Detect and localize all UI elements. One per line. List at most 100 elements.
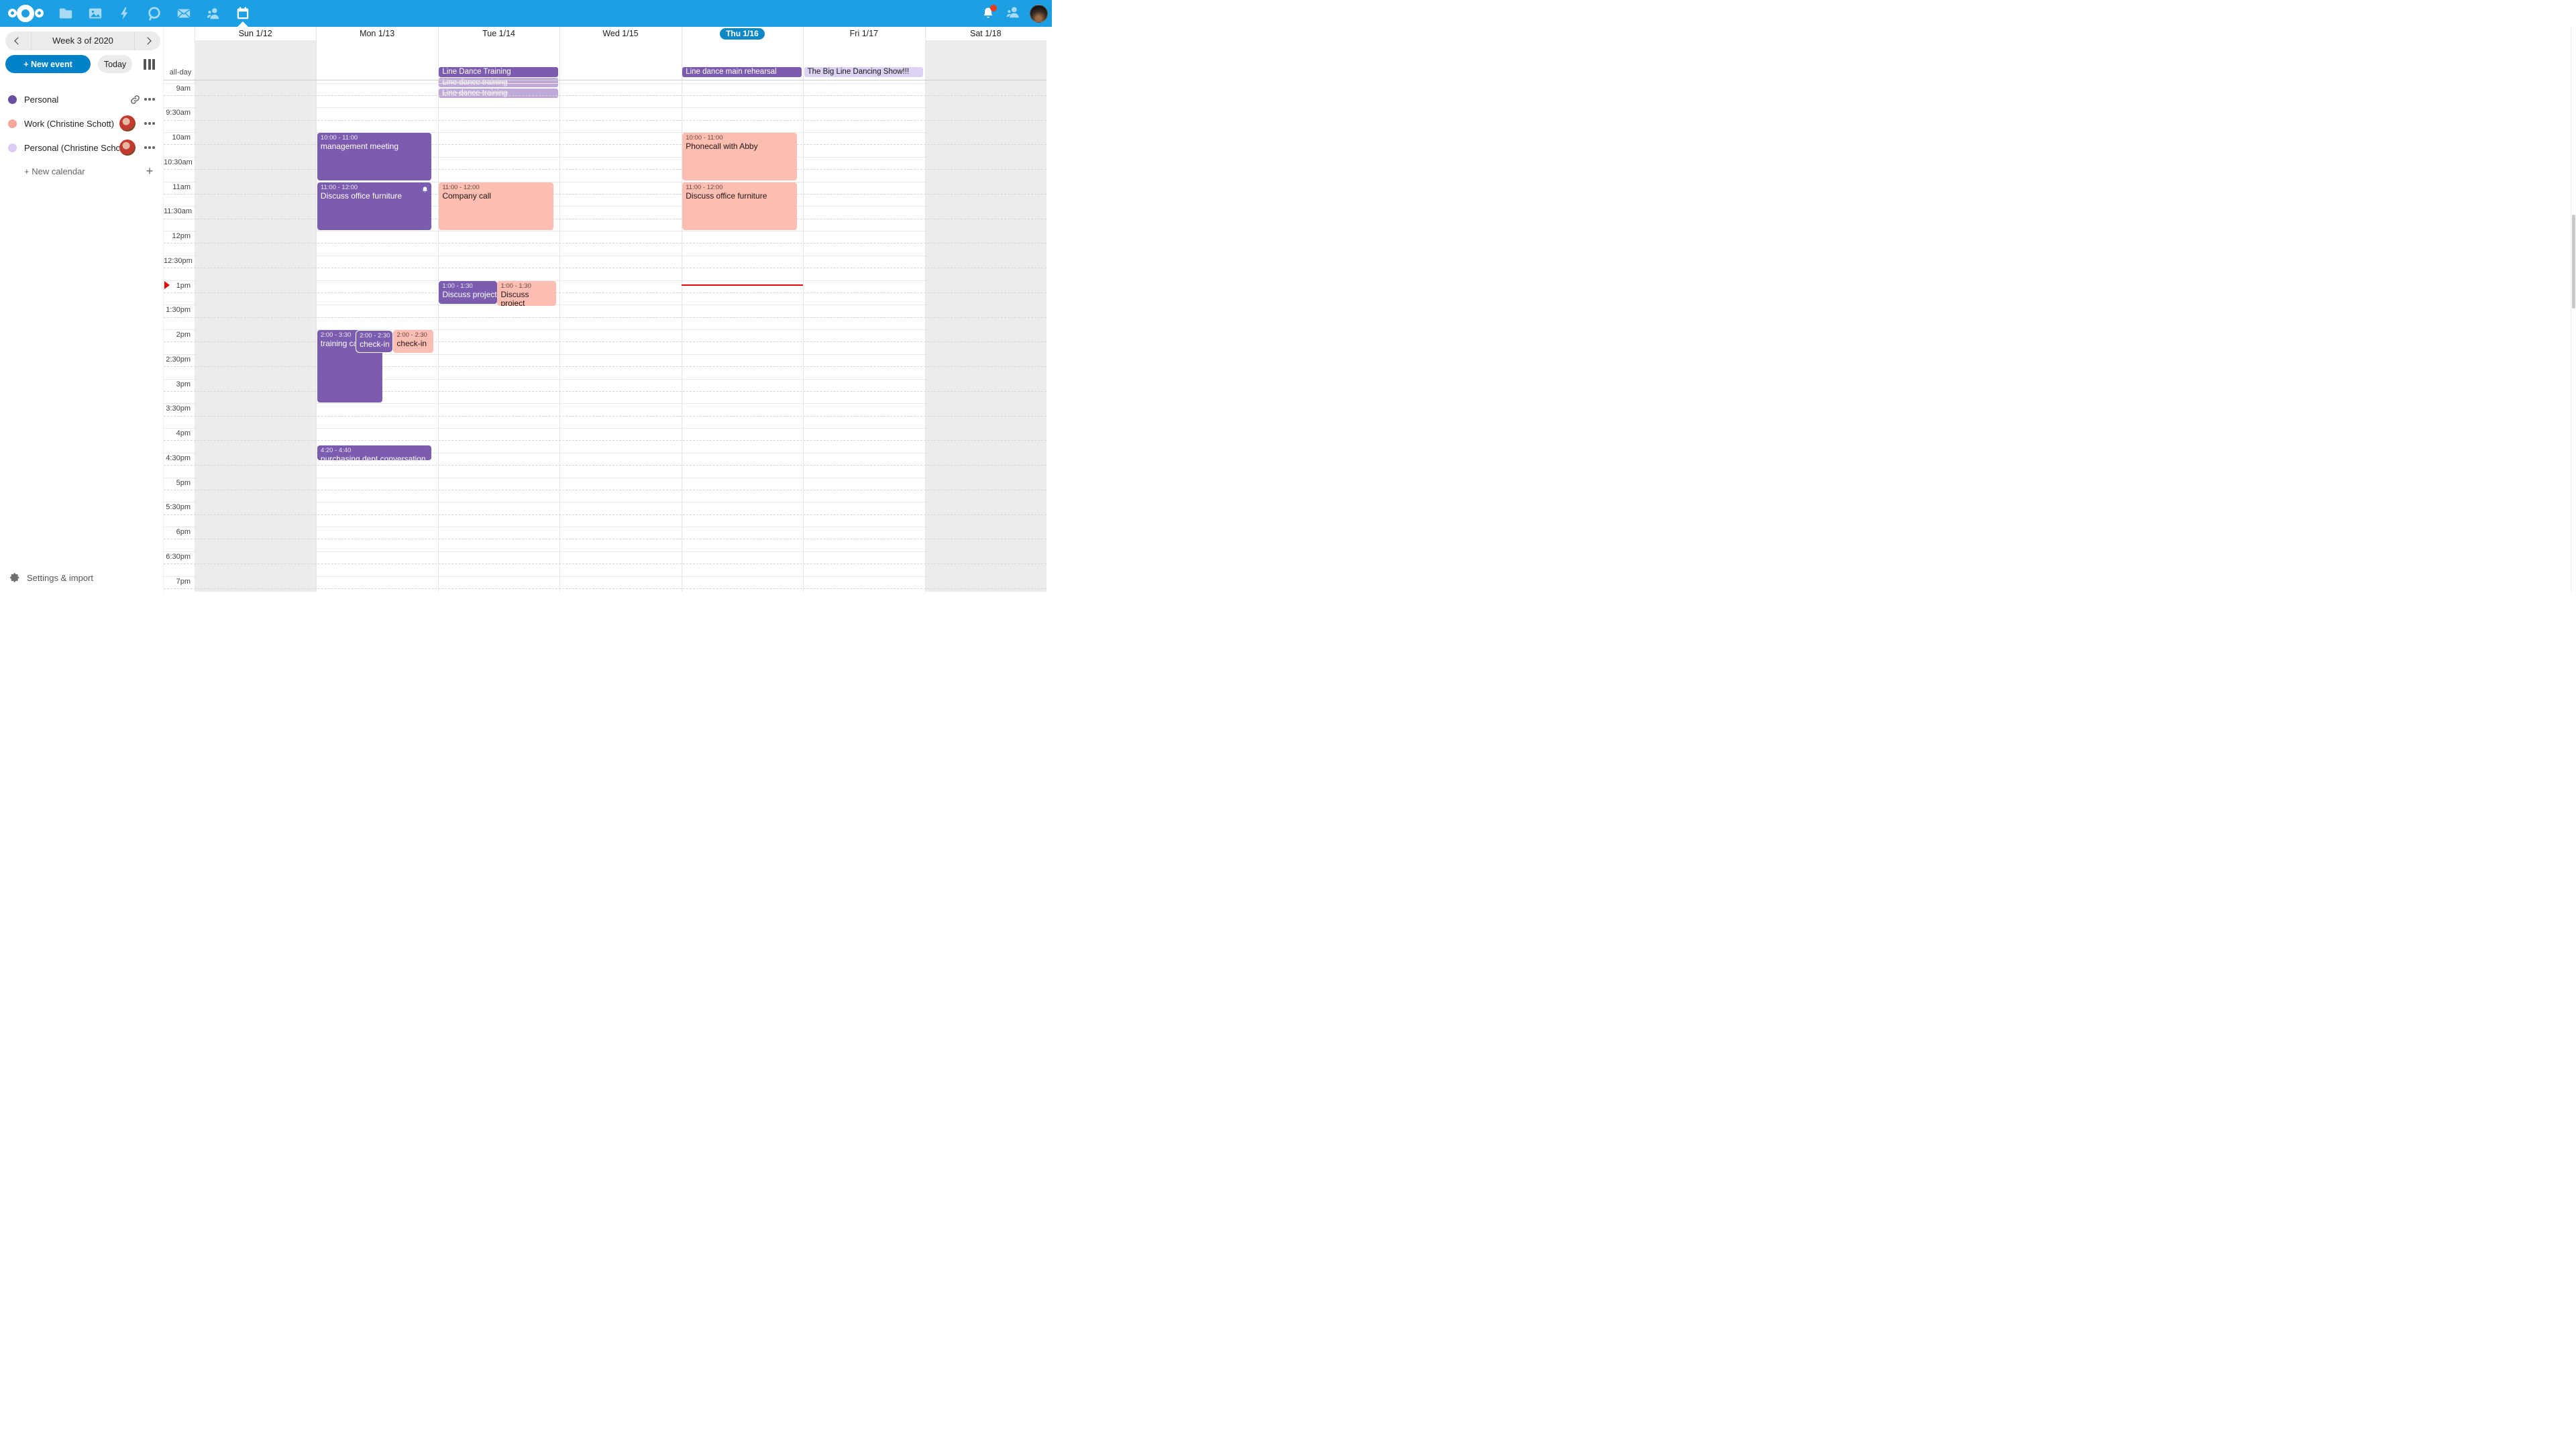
- event-time: 10:00 - 11:00: [686, 134, 723, 142]
- current-time-line: [681, 284, 804, 286]
- time-label: 1:30pm: [166, 306, 191, 315]
- event-title: management meeting: [320, 142, 398, 151]
- calendar-menu-button[interactable]: [142, 146, 157, 149]
- scrollbar-thumb[interactable]: [2572, 215, 2575, 309]
- previous-week-button[interactable]: [5, 32, 31, 50]
- quarter-line: [164, 169, 1046, 170]
- event[interactable]: 11:00 - 12:00 Discuss office furniture: [317, 182, 432, 230]
- day-header-wed[interactable]: Wed 1/15: [559, 27, 681, 40]
- event-title: check-in: [360, 339, 390, 349]
- slot-line: [164, 576, 1046, 577]
- quarter-line: [164, 144, 1046, 146]
- time-label: 4:30pm: [166, 453, 191, 462]
- new-calendar-button[interactable]: + New calendar +: [0, 160, 164, 182]
- event[interactable]: 11:00 - 12:00 Discuss office furniture: [682, 182, 797, 230]
- time-label: 11:30am: [164, 207, 192, 216]
- slot-line: [164, 329, 1046, 330]
- user-avatar[interactable]: [1030, 4, 1048, 23]
- time-label: 1pm: [176, 281, 191, 290]
- spacer: [8, 167, 17, 176]
- all-day-label: all-day: [169, 68, 192, 76]
- files-icon[interactable]: [51, 0, 80, 27]
- event[interactable]: 4:20 - 4:40 purchasing dept conversation: [317, 445, 432, 460]
- all-day-event[interactable]: Line dance main rehearsal: [682, 67, 802, 77]
- calendar-menu-button[interactable]: [142, 98, 157, 101]
- calendar-name: Work (Christine Schott): [24, 118, 115, 129]
- day-header-sun[interactable]: Sun 1/12: [195, 27, 316, 40]
- sidebar: Week 3 of 2020 + New event Today Persona…: [0, 27, 164, 592]
- slot-line: [164, 280, 1046, 281]
- contacts-menu-button[interactable]: [1006, 5, 1020, 23]
- event-time: 10:00 - 11:00: [320, 134, 358, 142]
- day-header-tue[interactable]: Tue 1/14: [438, 27, 559, 40]
- column-border: [437, 27, 439, 592]
- event[interactable]: 10:00 - 11:00 management meeting: [317, 133, 432, 180]
- time-label: 11am: [172, 182, 191, 191]
- logo-circle-right: [35, 9, 44, 17]
- event-title: check-in: [396, 339, 427, 348]
- all-day-event[interactable]: The Big Line Dancing Show!!!: [804, 67, 924, 77]
- time-label: 7pm: [176, 577, 191, 586]
- view-toggle-button[interactable]: [144, 58, 155, 70]
- event[interactable]: 2:00 - 2:30 check-in: [393, 330, 434, 354]
- day-header-label: Wed 1/15: [602, 29, 639, 38]
- all-day-event[interactable]: Line Dance Training: [439, 67, 558, 77]
- contacts-icon[interactable]: [199, 0, 228, 27]
- calendar-item-personal-christine[interactable]: Personal (Christine Scho…: [0, 136, 164, 160]
- calendar-color-dot: [8, 95, 17, 104]
- event-time: 11:00 - 12:00: [320, 183, 358, 191]
- quarter-line: [164, 440, 1046, 441]
- day-header-mon[interactable]: Mon 1/13: [316, 27, 437, 40]
- slot-line: [164, 83, 1046, 84]
- week-title[interactable]: Week 3 of 2020: [31, 32, 135, 50]
- activity-icon[interactable]: [110, 0, 140, 27]
- settings-import-button[interactable]: Settings & import: [0, 568, 164, 588]
- day-header-thu[interactable]: Thu 1/16: [682, 27, 803, 40]
- calendar-name: Personal: [24, 94, 59, 105]
- day-header-sat[interactable]: Sat 1/18: [925, 27, 1046, 40]
- time-label: 6:30pm: [166, 552, 191, 561]
- active-app-indicator: [237, 21, 248, 27]
- quarter-line: [164, 243, 1046, 244]
- today-button[interactable]: Today: [98, 55, 132, 73]
- new-event-button[interactable]: + New event: [5, 55, 91, 73]
- vertical-scrollbar[interactable]: [2571, 27, 2576, 592]
- logo-circle-middle: [17, 5, 34, 22]
- day-header-label: Fri 1/17: [849, 29, 879, 38]
- shared-by-avatar: [119, 115, 136, 131]
- quarter-line: [164, 95, 1046, 96]
- calendar-menu-button[interactable]: [142, 122, 157, 125]
- time-label: 5pm: [176, 478, 191, 487]
- nextcloud-logo[interactable]: [7, 0, 44, 27]
- settings-import-label: Settings & import: [27, 572, 93, 583]
- event-title: Discuss office furniture: [686, 191, 767, 201]
- chevron-left-icon: [14, 37, 22, 45]
- quarter-line: [164, 193, 1046, 195]
- gear-icon: [10, 573, 19, 582]
- new-calendar-label: + New calendar: [24, 166, 85, 176]
- day-header-label: Sun 1/12: [238, 29, 272, 38]
- calendar-item-work-christine[interactable]: Work (Christine Schott): [0, 111, 164, 136]
- share-link-icon[interactable]: [127, 95, 142, 105]
- day-header-fri[interactable]: Fri 1/17: [803, 27, 924, 40]
- talk-icon[interactable]: [140, 0, 169, 27]
- notifications-button[interactable]: [981, 5, 997, 21]
- quarter-line: [164, 119, 1046, 121]
- shared-by-avatar: [119, 140, 136, 156]
- event[interactable]: 11:00 - 12:00 Company call: [439, 182, 553, 230]
- photos-icon[interactable]: [80, 0, 110, 27]
- calendar-item-personal[interactable]: Personal: [0, 87, 164, 111]
- current-time-arrow: [164, 280, 170, 289]
- column-border: [803, 27, 804, 592]
- time-label: 9am: [176, 84, 191, 93]
- event[interactable]: 10:00 - 11:00 Phonecall with Abby: [682, 133, 797, 180]
- event-title: training call: [320, 339, 362, 348]
- calendar-icon[interactable]: [228, 0, 258, 27]
- event[interactable]: 2:00 - 2:30 check-in: [356, 330, 394, 354]
- slot-line: [164, 156, 1046, 158]
- mail-icon[interactable]: [169, 0, 199, 27]
- event-time: 1:00 - 1:30: [442, 282, 473, 290]
- next-week-button[interactable]: [135, 32, 160, 50]
